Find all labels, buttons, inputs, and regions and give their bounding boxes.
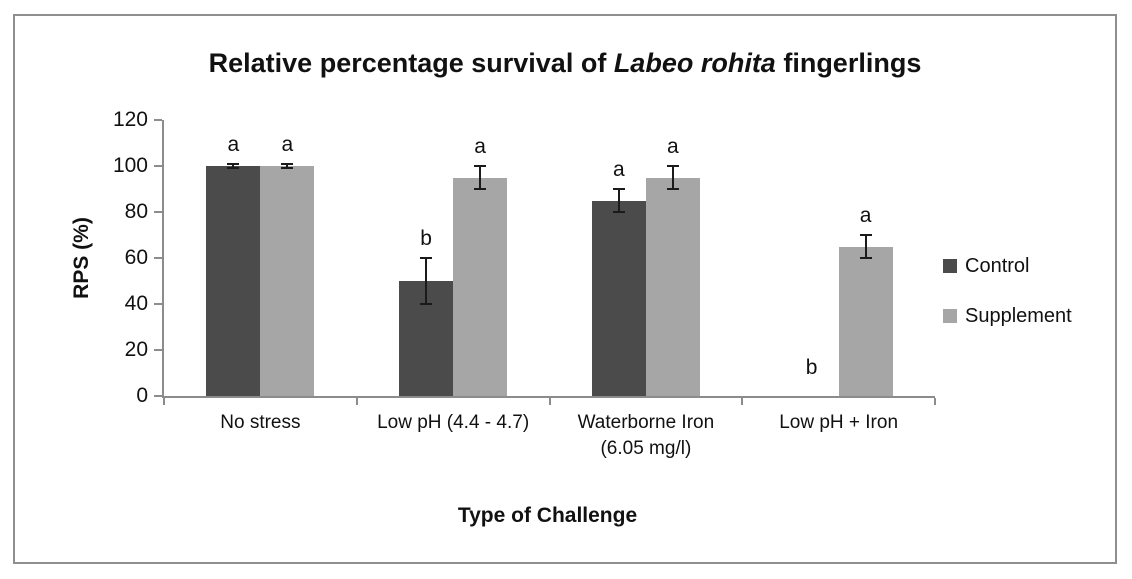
error-bar-cap	[474, 188, 487, 190]
error-bar	[286, 163, 289, 169]
error-bar	[479, 166, 482, 189]
error-bar-cap	[859, 257, 872, 259]
error-bar-cap	[666, 188, 679, 190]
y-tick-label: 0	[136, 384, 148, 407]
y-tick-label: 40	[124, 292, 148, 315]
y-tick-label: 120	[112, 108, 148, 131]
significance-letter: a	[474, 135, 486, 158]
chart-title-suffix: fingerlings	[775, 48, 922, 78]
y-tick-label: 20	[124, 338, 148, 361]
y-tick-mark	[154, 349, 162, 351]
significance-letter: a	[667, 135, 679, 158]
legend-item-control: Control	[943, 254, 1072, 278]
error-bar-cap	[612, 211, 625, 213]
bar	[206, 166, 261, 396]
x-tick-mark	[355, 398, 358, 405]
y-tick-mark	[154, 119, 162, 121]
error-bar	[232, 163, 235, 169]
legend-swatch	[943, 259, 957, 273]
significance-letter: b	[420, 227, 432, 250]
error-bar-cap	[227, 167, 240, 170]
error-bar	[671, 166, 674, 189]
legend: Control Supplement	[943, 254, 1072, 328]
category-label: Low pH (4.4 - 4.7)	[377, 412, 530, 433]
y-tick-mark	[154, 257, 162, 259]
legend-item-supplement: Supplement	[943, 304, 1072, 328]
x-tick-mark	[548, 398, 551, 405]
category-label: Low pH + Iron	[779, 412, 899, 433]
y-tick-mark	[154, 211, 162, 213]
bar	[838, 246, 893, 396]
error-bar	[617, 189, 620, 212]
y-tick-label: 60	[124, 246, 148, 269]
error-bar-cap	[859, 234, 872, 236]
bar	[645, 177, 700, 396]
significance-letter: a	[613, 158, 625, 181]
x-axis-title: Type of Challenge	[457, 504, 638, 527]
significance-letter: b	[805, 356, 818, 379]
y-tick-mark	[154, 395, 162, 397]
y-tick-mark	[154, 303, 162, 305]
error-bar-cap	[227, 162, 240, 165]
category-label: No stress	[220, 412, 301, 433]
x-tick-mark	[934, 398, 936, 405]
y-tick-label: 80	[124, 200, 148, 223]
error-bar-cap	[281, 167, 294, 170]
bar	[260, 166, 315, 396]
chart-title-species: Labeo rohita	[613, 48, 776, 78]
y-tick-label: 100	[112, 154, 148, 177]
bar	[453, 177, 508, 396]
error-bar	[864, 235, 867, 258]
error-bar-cap	[281, 162, 294, 165]
legend-swatch	[943, 309, 957, 323]
legend-label: Control	[965, 255, 1030, 277]
x-tick-mark	[741, 398, 744, 405]
y-axis-title: RPS (%)	[70, 217, 93, 299]
y-tick-mark	[154, 165, 162, 167]
significance-letter: a	[281, 132, 294, 156]
error-bar-cap	[420, 303, 433, 305]
error-bar-cap	[420, 257, 433, 259]
error-bar	[425, 258, 428, 304]
plot-area: 0 20 40 60 80 100 120 No stress Low pH (4.4 - 4.…	[113, 108, 936, 459]
error-bar-cap	[474, 165, 487, 167]
chart-title: Relative percentage survival of Labeo ro…	[85, 48, 1045, 79]
category-label: Waterborne Iron (6.05 mg/l)	[577, 412, 715, 459]
significance-letter: a	[227, 132, 240, 156]
bar	[591, 200, 646, 396]
significance-letter: a	[859, 204, 872, 227]
x-tick-mark	[163, 398, 165, 405]
error-bar-cap	[612, 188, 625, 190]
legend-label: Supplement	[965, 305, 1072, 327]
chart-frame: Relative percentage survival of Labeo ro…	[13, 14, 1117, 564]
chart-title-prefix: Relative percentage survival of	[208, 48, 614, 78]
error-bar-cap	[666, 165, 679, 167]
